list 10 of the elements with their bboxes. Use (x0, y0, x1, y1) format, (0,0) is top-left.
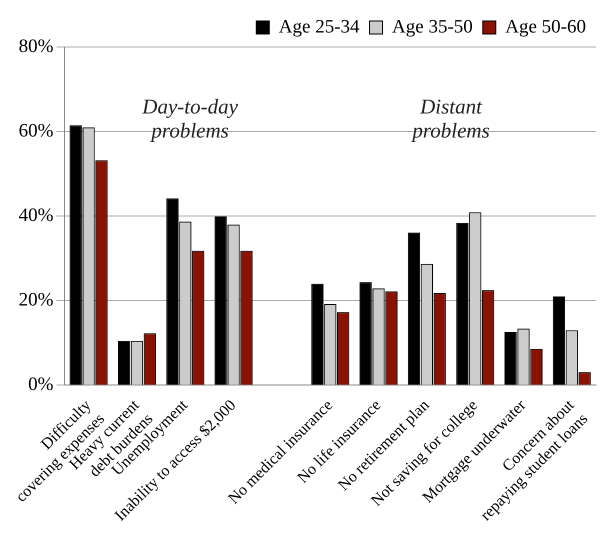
y-tick-label: 40% (18, 205, 54, 226)
annotation: Distant problems (410, 94, 490, 143)
y-tick-label: 60% (18, 120, 54, 142)
y-tick-label: 80% (18, 36, 54, 57)
legend-label: Age 35-50 (392, 16, 473, 38)
y-tick-label: 20% (18, 290, 54, 311)
y-tick-label: 0% (28, 374, 54, 396)
legend-label: Age 25-34 (278, 16, 360, 38)
annotation: Day-to-day problems (141, 94, 239, 143)
legend-label: Age 50-60 (505, 16, 586, 38)
